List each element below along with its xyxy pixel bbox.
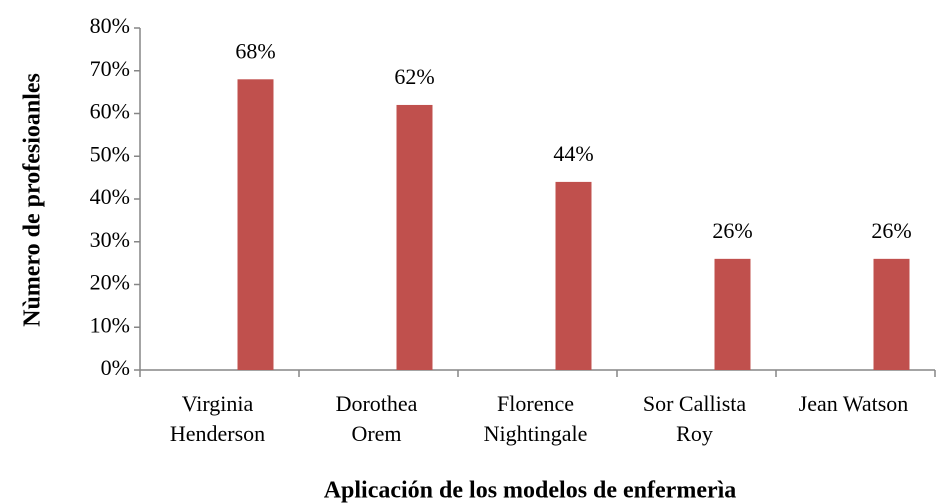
x-tick-label: Virginia [182, 391, 254, 416]
y-axis-title: Nùmero de profesioanles [20, 73, 46, 327]
x-tick-label: Jean Watson [799, 391, 909, 416]
y-tick-label: 80% [90, 13, 130, 38]
y-tick-label: 0% [101, 355, 130, 380]
bar [396, 104, 433, 370]
x-tick-label: Dorothea [336, 391, 418, 416]
y-tick-label: 40% [90, 184, 130, 209]
bar [237, 79, 274, 371]
x-tick-label: Henderson [170, 421, 265, 446]
x-tick-label: Sor Callista [643, 391, 747, 416]
value-label: 26% [712, 218, 752, 243]
value-label: 62% [394, 64, 434, 89]
x-tick-label: Roy [676, 421, 713, 446]
bar [873, 258, 910, 370]
x-tick-label: Nightingale [484, 421, 588, 446]
y-tick-label: 30% [90, 227, 130, 252]
y-tick-label: 10% [90, 312, 130, 337]
x-axis-title: Aplicación de los modelos de enfermerìa [324, 478, 737, 504]
y-tick-label: 20% [90, 270, 130, 295]
y-tick-label: 70% [90, 56, 130, 81]
x-tick-label: Orem [351, 421, 401, 446]
bar [555, 181, 592, 370]
y-tick-label: 60% [90, 99, 130, 124]
y-tick-label: 50% [90, 141, 130, 166]
x-tick-label: Florence [497, 391, 574, 416]
value-label: 68% [235, 38, 275, 63]
bar [714, 258, 751, 370]
value-label: 44% [553, 141, 593, 166]
value-label: 26% [871, 218, 911, 243]
